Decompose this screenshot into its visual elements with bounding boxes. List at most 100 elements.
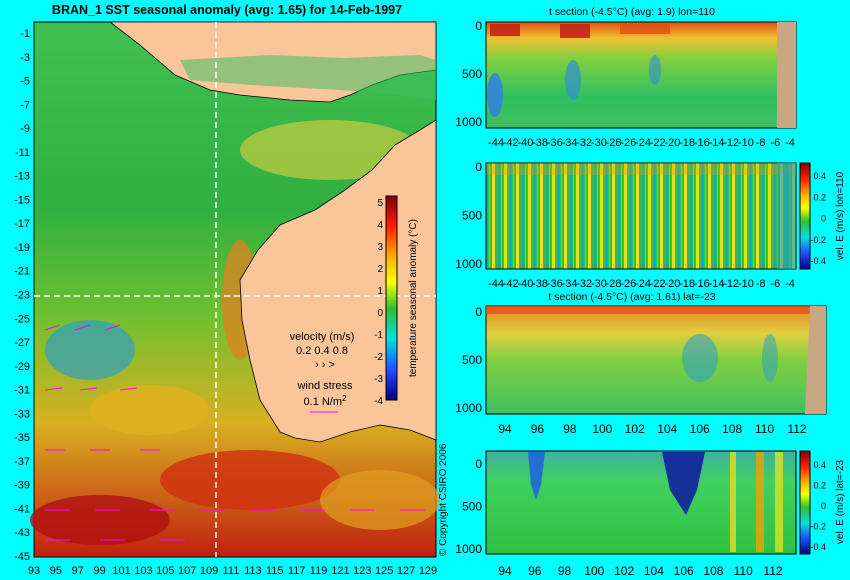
panel1-y-tick-label: 500 xyxy=(462,67,482,81)
panel4-x-tick-label: 98 xyxy=(558,564,572,578)
panel2-y-tick-label: 1000 xyxy=(455,257,482,271)
panel4-x-tick-label: 96 xyxy=(528,564,542,578)
panel3-x-tick-label: 100 xyxy=(592,422,612,436)
panel2-colorbar-tick: -0.2 xyxy=(810,235,826,245)
panel2-colorbar-tick: 0.2 xyxy=(813,192,826,202)
panel2-x-tick-label: -44 xyxy=(488,278,504,290)
panel1-field xyxy=(485,21,797,129)
panel1-x-tick-label: -44 xyxy=(488,137,504,149)
panel2-x-tick-label: -36 xyxy=(547,278,563,290)
panel2-x-tick-label: -12 xyxy=(723,278,739,290)
panel1-y-tick-label: 0 xyxy=(475,19,482,33)
warm-core xyxy=(620,24,670,34)
panel3-y-axis: 0 500 1000 xyxy=(455,305,482,415)
map-x-tick-label: 103 xyxy=(134,565,152,577)
panel2-x-tick-label: -38 xyxy=(532,278,548,290)
panel1-x-tick-label: -22 xyxy=(650,137,666,149)
cool-core xyxy=(682,334,718,382)
panel2-surface xyxy=(486,163,796,175)
panel3-plot xyxy=(485,305,827,415)
panel1-x-tick-label: -36 xyxy=(547,137,563,149)
panel3-x-tick-label: 112 xyxy=(787,422,806,436)
panel2-colorbar xyxy=(799,162,811,270)
map-colorbar-tick: -4 xyxy=(374,396,383,407)
cool-core xyxy=(487,73,503,117)
panel4-y-tick-label: 500 xyxy=(462,500,482,514)
panel1-x-tick-label: -30 xyxy=(591,137,607,149)
panel2-x-tick-label: -14 xyxy=(709,278,725,290)
panel4-colorbar-label: vel. E (m/s) lat=-23 xyxy=(835,459,846,544)
panel4-y-tick-label: 0 xyxy=(475,457,482,471)
map-y-tick-label: -33 xyxy=(14,408,30,420)
cool-anomaly-patch xyxy=(45,320,135,380)
map-colorbar-tick: 4 xyxy=(377,220,383,231)
map-y-tick-label: -5 xyxy=(20,76,30,88)
map-colorbar-tick: 5 xyxy=(377,198,383,209)
panel4-x-tick-label: 106 xyxy=(674,564,694,578)
map-y-tick-label: -43 xyxy=(14,527,30,539)
panel1-x-tick-label: -34 xyxy=(562,137,578,149)
map-y-tick-label: -45 xyxy=(14,551,30,563)
map-colorbar-ticks: 5 4 3 2 1 0 -1 -2 -3 -4 xyxy=(374,198,383,407)
panel2-x-tick-label: -32 xyxy=(576,278,592,290)
panel1-x-tick-label: -10 xyxy=(738,137,754,149)
map-y-tick-label: -29 xyxy=(14,361,30,373)
panel3-y-tick-label: 0 xyxy=(475,305,482,319)
panel3-x-tick-label: 108 xyxy=(722,422,742,436)
eastward-jet xyxy=(775,452,783,552)
map-y-tick-label: -9 xyxy=(20,123,30,135)
wind-arrows xyxy=(44,324,425,541)
panel2-x-tick-label: -8 xyxy=(756,278,766,290)
panel2-field xyxy=(485,162,797,270)
panel1-title: t section (-4.5°C) (avg: 1.9) lon=110 xyxy=(549,6,715,18)
panel4-x-tick-label: 100 xyxy=(584,564,604,578)
map-title: BRAN_1 SST seasonal anomaly (avg: 1.65) … xyxy=(52,3,402,17)
panel2-x-tick-label: -40 xyxy=(517,278,533,290)
map-x-tick-label: 129 xyxy=(419,565,437,577)
map-x-tick-label: 97 xyxy=(72,565,84,577)
panel4-y-axis: 0 500 1000 xyxy=(455,457,482,556)
panel2-x-tick-label: -26 xyxy=(620,278,636,290)
map-x-axis: 93 95 97 99 101 103 105 107 109 111 113 115 117 119 12… xyxy=(28,565,437,577)
map-y-tick-label: -11 xyxy=(15,147,30,159)
map-y-tick-label: -37 xyxy=(14,456,30,468)
panel2-x-tick-label: -22 xyxy=(650,278,666,290)
warm-surface xyxy=(486,306,826,314)
cool-core xyxy=(649,55,661,85)
westward-jet xyxy=(528,452,545,500)
panel4-colorbar-tick: -0.4 xyxy=(810,542,826,552)
map-y-tick-label: -35 xyxy=(14,432,30,444)
panel2-y-tick-label: 500 xyxy=(462,209,482,223)
panel4-colorbar xyxy=(799,450,811,555)
panel2-plot xyxy=(485,162,797,270)
panel3-x-axis: 94 96 98 100 102 104 106 108 110 112 xyxy=(498,422,807,436)
panel1-y-tick-label: 1000 xyxy=(455,115,482,129)
panel1-land xyxy=(777,22,796,128)
panel3-x-tick-label: 96 xyxy=(531,422,545,436)
map-y-tick-label: -19 xyxy=(14,242,30,254)
warm-anomaly-patch xyxy=(90,385,210,435)
warm-anomaly-patch xyxy=(240,120,420,180)
panel2-colorbar-tick: 0 xyxy=(821,214,826,224)
panel4-x-tick-label: 110 xyxy=(734,564,753,578)
map-y-tick-label: -41 xyxy=(14,503,30,515)
panel4-colorbar-tick: 0.2 xyxy=(813,481,826,491)
map-x-tick-label: 123 xyxy=(353,565,371,577)
panel2-colorbar-tick: 0.4 xyxy=(813,171,826,181)
map-y-tick-label: -25 xyxy=(14,313,30,325)
map-y-tick-label: -39 xyxy=(14,480,30,492)
panel2-x-tick-label: -34 xyxy=(562,278,578,290)
velocity-legend-label: velocity (m/s) xyxy=(290,331,355,343)
panel2-x-tick-label: -6 xyxy=(770,278,780,290)
map-x-tick-label: 99 xyxy=(94,565,106,577)
panel4-colorbar-ticks: 0.4 0.2 0 -0.2 -0.4 xyxy=(810,460,826,552)
map-x-tick-label: 95 xyxy=(50,565,62,577)
panel3-x-tick-label: 98 xyxy=(563,422,577,436)
velocity-legend-arrows: › › > xyxy=(315,359,335,371)
panel2-x-tick-label: -30 xyxy=(591,278,607,290)
panel4-x-tick-label: 104 xyxy=(644,564,664,578)
panel4-plot xyxy=(485,450,797,555)
eastward-jet xyxy=(756,452,764,552)
panel4-x-tick-label: 112 xyxy=(763,564,782,578)
